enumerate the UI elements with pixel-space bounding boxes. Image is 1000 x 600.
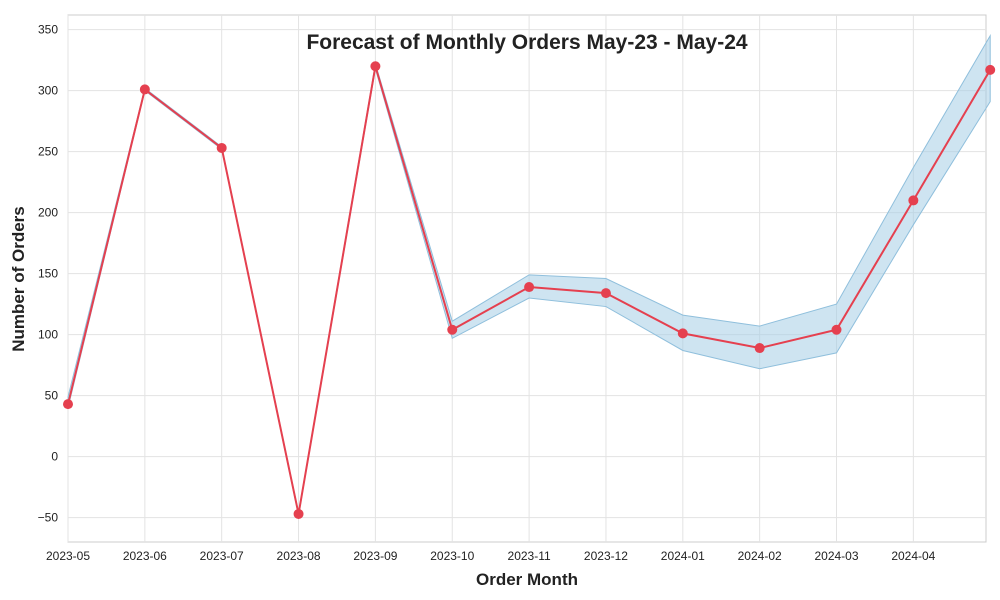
x-tick-label: 2024-04 [891, 549, 935, 563]
x-tick-label: 2023-12 [584, 549, 628, 563]
forecast-point [216, 142, 227, 153]
x-tick-label: 2023-08 [277, 549, 321, 563]
x-gridlines [67, 15, 914, 542]
chart-title: Forecast of Monthly Orders May-23 - May-… [306, 31, 747, 54]
forecast-series [63, 61, 996, 519]
x-axis-title: Order Month [476, 570, 578, 589]
x-axis-ticks: 2023-05 2023-06 2023-07 2023-08 2023-09 2023-… [46, 549, 936, 563]
forecast-point [63, 399, 73, 410]
forecast-point [139, 84, 150, 95]
y-gridlines [68, 29, 986, 519]
y-tick-label: 100 [38, 328, 58, 342]
y-tick-label: −50 [38, 511, 59, 525]
forecast-point [524, 282, 535, 293]
forecast-point [370, 61, 381, 72]
x-tick-label: 2023-07 [200, 549, 244, 563]
forecast-point [293, 508, 304, 519]
y-tick-label: 0 [51, 450, 58, 464]
forecast-point [985, 64, 996, 75]
x-tick-label: 2023-11 [508, 549, 551, 563]
y-tick-label: 300 [38, 84, 58, 98]
y-axis-ticks: −50 0 50 100 150 200 250 300 350 [38, 23, 59, 525]
forecast-point [600, 288, 611, 299]
y-axis-title: Number of Orders [9, 206, 28, 351]
forecast-point [908, 195, 919, 206]
x-tick-label: 2023-05 [46, 549, 90, 563]
x-tick-label: 2023-06 [123, 549, 167, 563]
y-tick-label: 150 [38, 267, 58, 281]
y-tick-label: 50 [45, 389, 59, 403]
forecast-point [447, 324, 458, 335]
x-tick-label: 2024-01 [661, 549, 705, 563]
y-tick-label: 350 [38, 23, 58, 37]
x-tick-label: 2023-10 [430, 549, 474, 563]
forecast-point [831, 324, 842, 335]
x-tick-label: 2024-02 [738, 549, 782, 563]
x-tick-label: 2023-09 [353, 549, 397, 563]
forecast-point [677, 328, 688, 339]
x-tick-label: 2024-03 [814, 549, 858, 563]
y-tick-label: 250 [38, 145, 58, 159]
forecast-point [754, 343, 765, 354]
y-tick-label: 200 [38, 206, 58, 220]
